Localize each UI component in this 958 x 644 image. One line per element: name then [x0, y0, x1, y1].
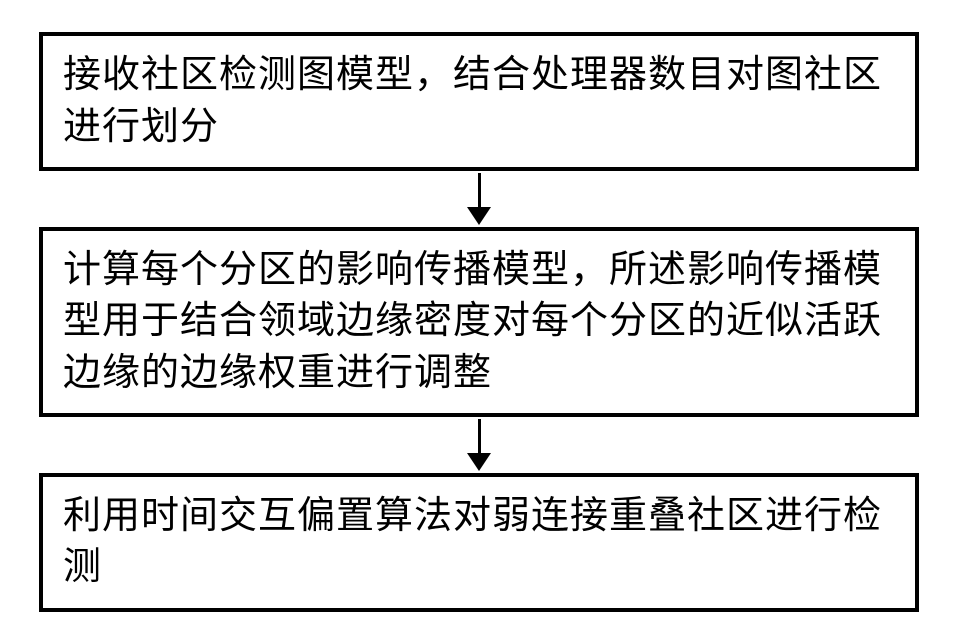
step-3-text: 利用时间交互偏置算法对弱连接重叠社区进行检测	[63, 491, 895, 594]
arrow-2	[467, 417, 491, 473]
flowchart-step-3: 利用时间交互偏置算法对弱连接重叠社区进行检测	[39, 473, 919, 612]
arrow-head-icon	[467, 453, 491, 471]
arrow-line-icon	[478, 173, 481, 207]
step-1-text: 接收社区检测图模型，结合处理器数目对图社区进行划分	[63, 50, 895, 153]
arrow-1	[467, 171, 491, 227]
step-2-text: 计算每个分区的影响传播模型，所述影响传播模型用于结合领域边缘密度对每个分区的近似…	[63, 245, 895, 399]
flowchart-step-1: 接收社区检测图模型，结合处理器数目对图社区进行划分	[39, 32, 919, 171]
flowchart-container: 接收社区检测图模型，结合处理器数目对图社区进行划分 计算每个分区的影响传播模型，…	[39, 32, 919, 611]
arrow-head-icon	[467, 207, 491, 225]
flowchart-step-2: 计算每个分区的影响传播模型，所述影响传播模型用于结合领域边缘密度对每个分区的近似…	[39, 227, 919, 417]
arrow-line-icon	[478, 419, 481, 453]
